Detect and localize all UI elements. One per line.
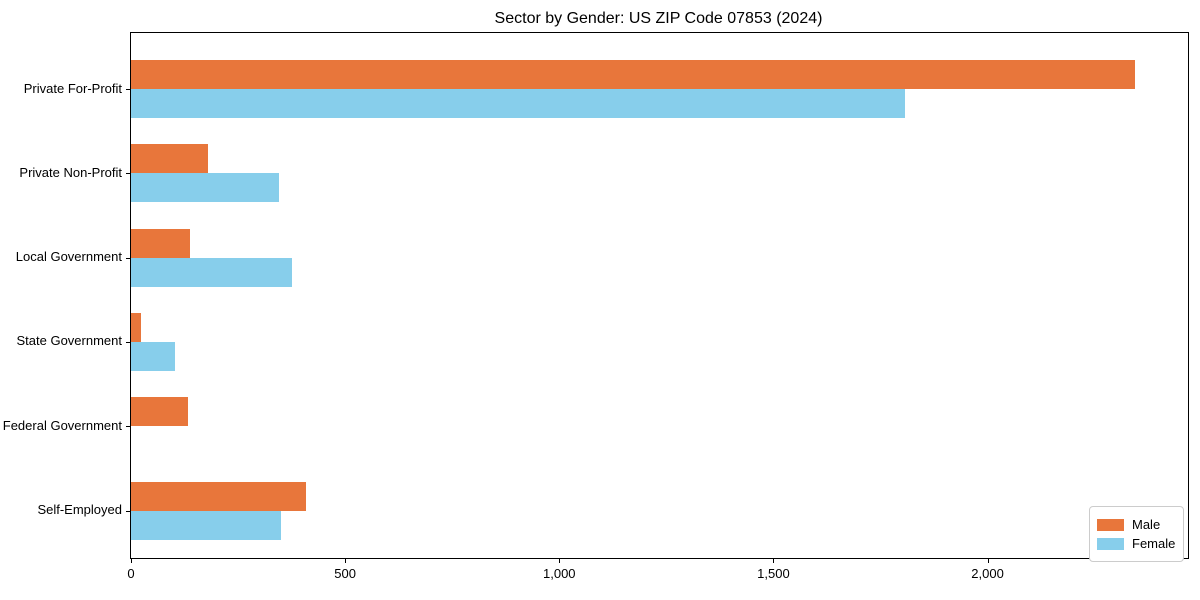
x-tick-1000 xyxy=(559,558,561,563)
y-tick-private-for-profit xyxy=(126,89,131,90)
bar-male-self-employed xyxy=(131,481,306,511)
bar-female-private-for-profit xyxy=(131,89,906,118)
y-label-private-for-profit: Private For-Profit xyxy=(23,80,122,96)
y-tick-local-government xyxy=(126,257,131,259)
bar-female-local-government xyxy=(131,257,292,287)
bar-male-state-government xyxy=(131,312,141,342)
x-tick-2000 xyxy=(987,558,989,563)
y-label-local-government: Local Government xyxy=(15,249,122,265)
bar-male-private-for-profit xyxy=(131,60,1136,89)
legend-label-male: Male xyxy=(1132,517,1161,532)
bar-male-private-non-profit xyxy=(131,144,208,174)
x-tick-label-1500: 1,500 xyxy=(757,566,790,581)
y-label-federal-government: Federal Government xyxy=(2,417,122,433)
bar-female-private-non-profit xyxy=(131,173,279,203)
bar-male-federal-government xyxy=(131,397,188,427)
x-tick-label-0: 0 xyxy=(127,566,135,581)
x-tick-label-500: 500 xyxy=(334,566,356,581)
x-tick-label-2000: 2,000 xyxy=(971,566,1004,581)
legend-entry-male: Male xyxy=(1097,516,1175,533)
legend-label-female: Female xyxy=(1132,536,1176,551)
y-tick-state-government xyxy=(126,341,131,343)
bar-female-self-employed xyxy=(131,510,281,540)
legend-entry-female: Female xyxy=(1097,535,1175,552)
plot-area: 0 500 1,000 1,500 2,000 Male Female xyxy=(126,32,1189,581)
y-label-private-non-profit: Private Non-Profit xyxy=(19,164,122,180)
x-tick-1500 xyxy=(773,558,775,563)
legend: Male Female xyxy=(1089,506,1184,562)
bar-female-state-government xyxy=(131,341,176,371)
y-tick-private-non-profit xyxy=(126,173,131,175)
x-tick-500 xyxy=(345,558,347,563)
y-label-state-government: State Government xyxy=(16,333,123,349)
legend-swatch-male xyxy=(1097,518,1124,531)
x-tick-0 xyxy=(131,558,132,563)
y-label-self-employed: Self-Employed xyxy=(37,502,122,517)
chart-title: Sector by Gender: US ZIP Code 07853 (202… xyxy=(494,10,823,27)
x-tick-label-1000: 1,000 xyxy=(543,566,576,581)
y-tick-self-employed xyxy=(126,510,131,512)
y-tick-federal-government xyxy=(126,426,131,428)
legend-swatch-female xyxy=(1097,537,1124,550)
bar-male-local-government xyxy=(131,228,191,258)
